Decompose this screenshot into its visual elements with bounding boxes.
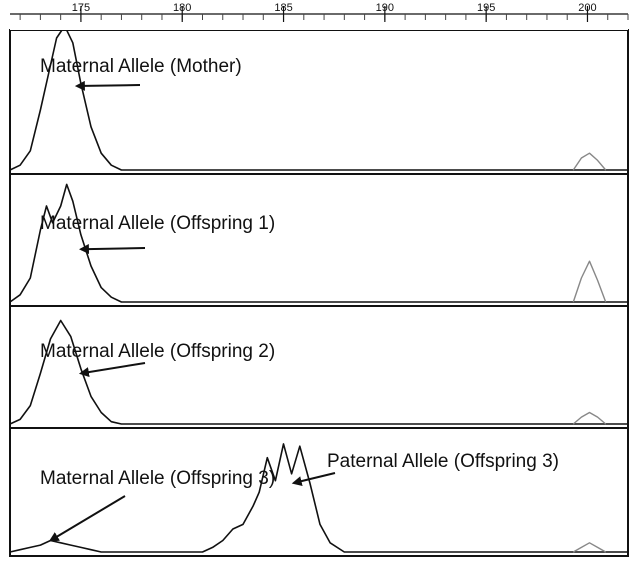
annotation-offspring3-1: Paternal Allele (Offspring 3) [327,451,559,472]
trace-offspring1-0 [9,183,628,303]
annotation-offspring1-0: Maternal Allele (Offspring 1) [40,213,275,234]
tick-label-180: 180 [173,2,191,14]
tick-label-195: 195 [477,2,495,14]
annotation-arrow-offspring3-0 [48,495,126,542]
tick-label-190: 190 [376,2,394,14]
panel-frame-offspring3 [9,427,629,557]
trace-offspring2-0 [9,319,628,425]
tick-label-185: 185 [274,2,292,14]
tick-label-200: 200 [578,2,596,14]
axis-band [10,0,628,30]
panel-offspring1 [9,173,629,307]
panel-offspring3 [9,427,629,557]
panel-frame-offspring1 [9,173,629,307]
trace-mother-1 [572,152,607,171]
trace-offspring2-1 [572,411,607,425]
trace-offspring1-1 [572,260,607,303]
tick-label-175: 175 [72,2,90,14]
annotation-offspring3-0: Maternal Allele (Offspring 3) [40,468,275,489]
trace-mother-0 [9,25,628,171]
panel-mother [9,25,629,175]
panel-offspring2 [9,305,629,429]
annotation-offspring2-0: Maternal Allele (Offspring 2) [40,341,275,362]
annotation-mother-0: Maternal Allele (Mother) [40,56,242,77]
panel-frame-mother [9,29,629,175]
trace-offspring3-1 [572,542,607,553]
annotation-arrow-offspring3-1 [291,472,336,486]
panel-frame-offspring2 [9,305,629,429]
annotation-arrow-offspring2-0 [78,362,146,378]
annotation-arrow-offspring1-0 [78,244,146,255]
annotation-arrow-mother-0 [74,80,141,91]
